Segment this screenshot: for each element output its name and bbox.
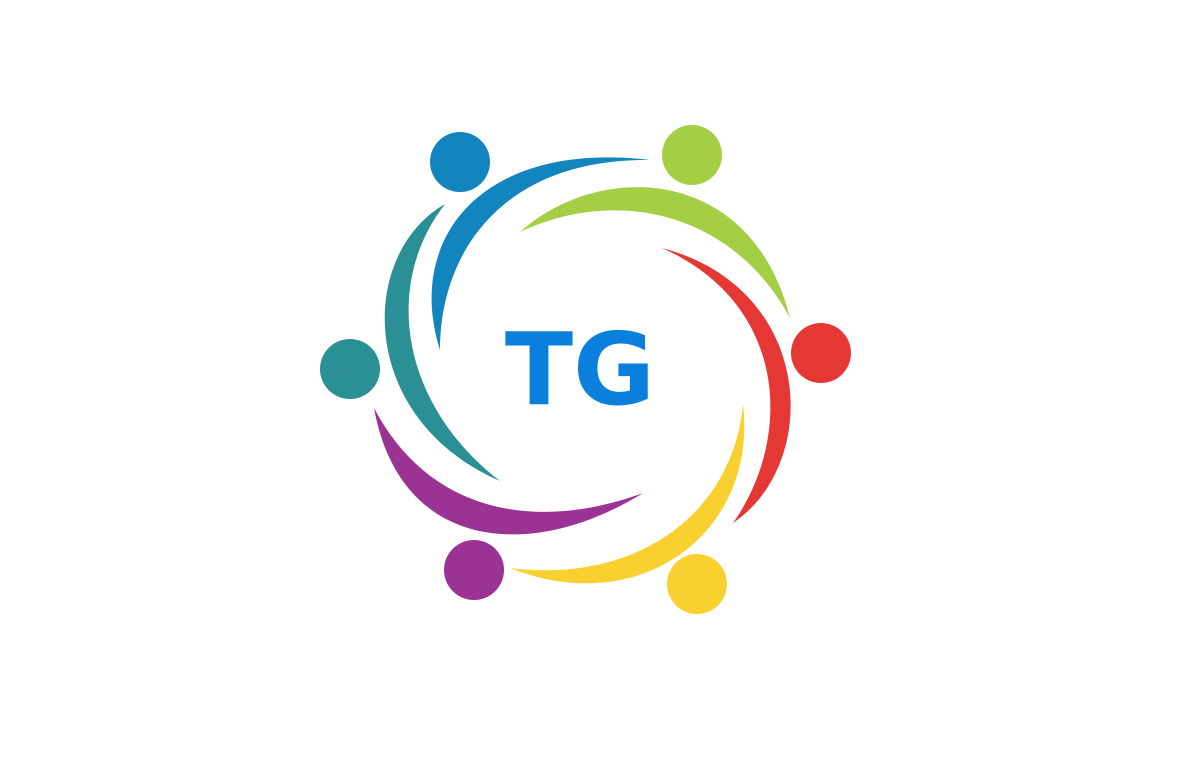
teal-person-head <box>320 339 380 399</box>
teal-person-icon <box>320 204 500 481</box>
purple-person-icon <box>374 408 643 600</box>
green-person-head <box>662 125 722 185</box>
yellow-person-head <box>667 554 727 614</box>
yellow-person-icon <box>510 404 745 614</box>
green-person-body <box>520 187 790 318</box>
red-person-head <box>791 323 851 383</box>
blue-person-body <box>431 157 650 350</box>
green-person-icon <box>520 125 790 318</box>
yellow-person-body <box>510 404 745 584</box>
purple-person-body <box>374 408 643 535</box>
teal-person-body <box>384 204 500 481</box>
red-person-body <box>662 248 791 523</box>
logo-monogram: TG <box>505 311 655 428</box>
blue-person-icon <box>430 132 650 350</box>
blue-person-head <box>430 132 490 192</box>
purple-person-head <box>444 540 504 600</box>
red-person-icon <box>662 248 851 523</box>
